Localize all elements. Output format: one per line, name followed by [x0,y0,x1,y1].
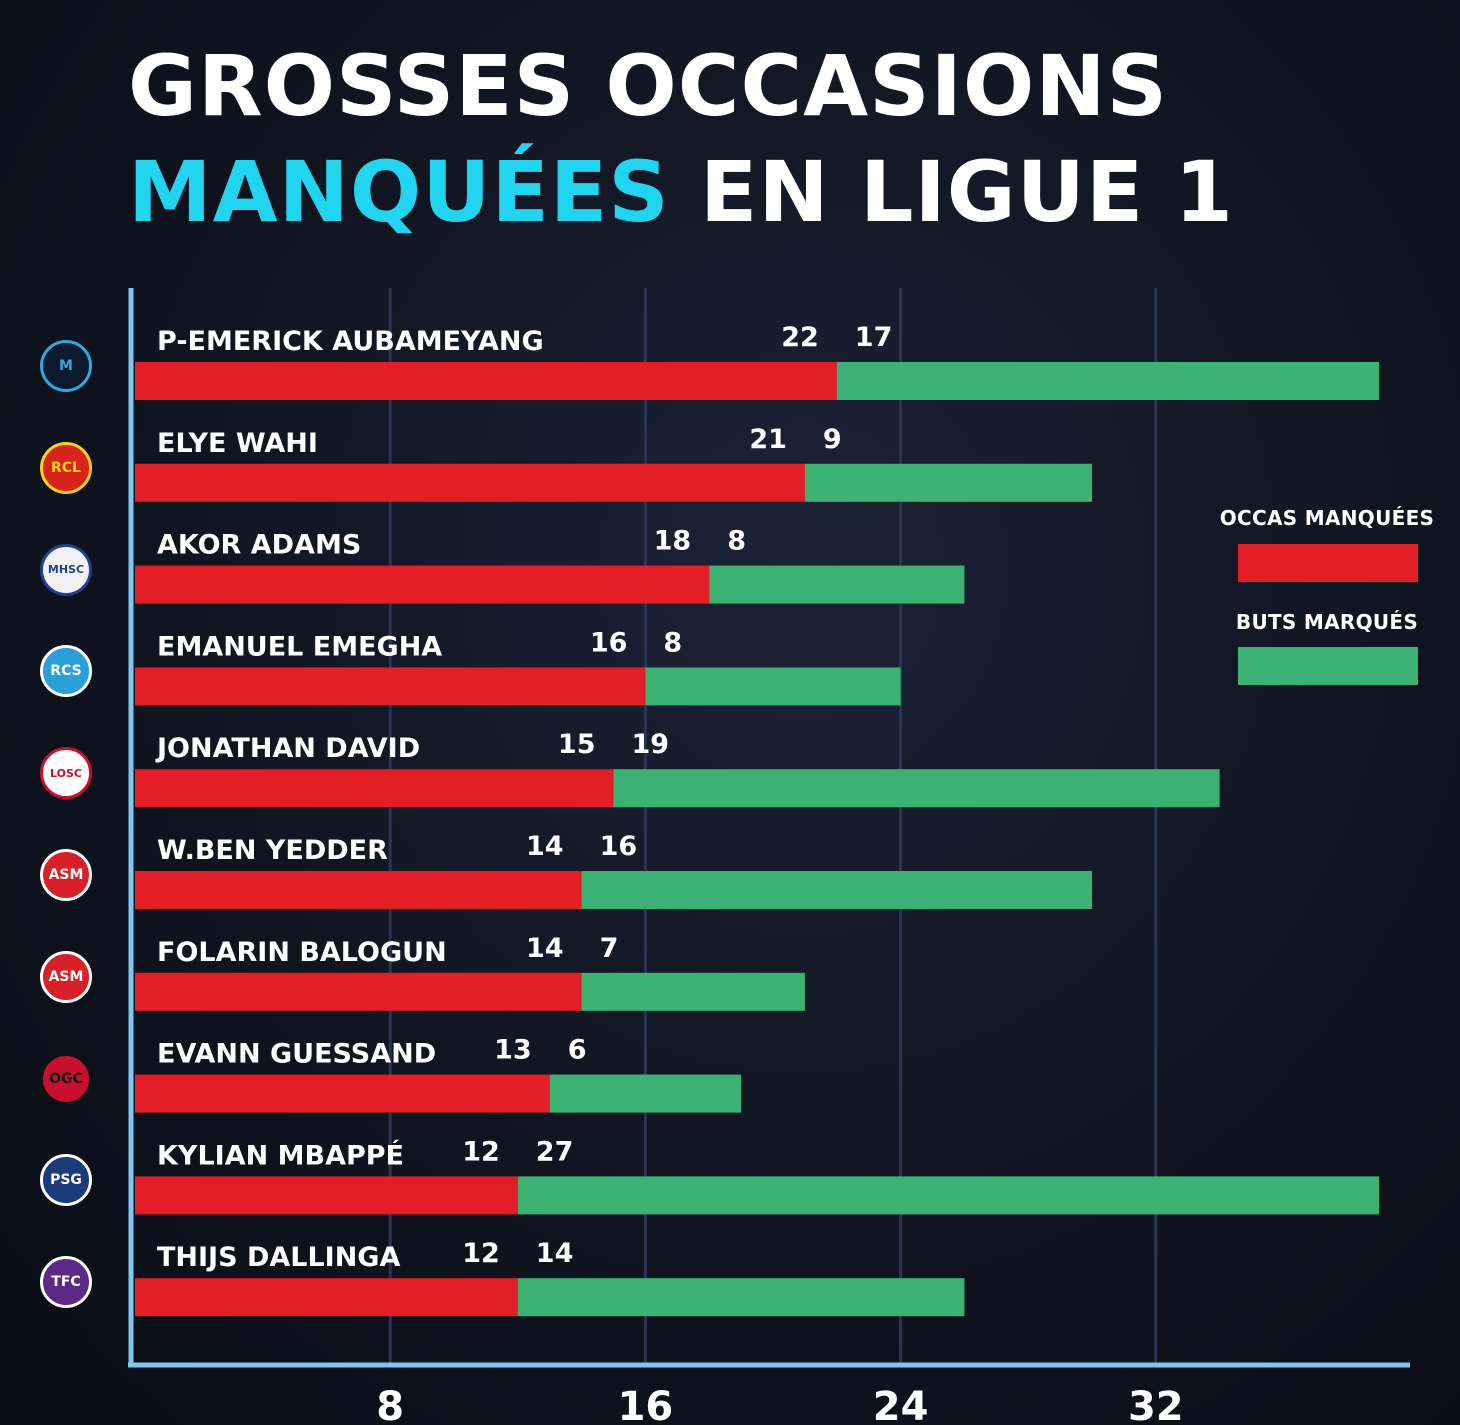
bar-goals [613,769,1220,808]
om-logo-icon: M [40,340,92,392]
player-name-label: EVANN GUESSAND [157,1039,436,1070]
goals-value-label: 14 [536,1238,574,1269]
bar-missed [135,463,805,502]
goals-value-label: 6 [568,1035,587,1066]
legend-missed-label: OCCAS MANQUÉES [1219,506,1435,530]
ogc-nice-logo-icon: OGC [40,1052,92,1105]
goals-value-label: 8 [663,627,682,658]
legend-goals-label: BUTS MARQUÉS [1235,610,1419,634]
player-name-label: KYLIAN MBAPPÉ [157,1139,404,1171]
title-rest: EN LIGUE 1 [700,143,1234,241]
bar-missed [135,1278,518,1317]
goals-value-label: 19 [632,729,670,760]
missed-value-label: 21 [749,424,787,455]
goals-value-label: 17 [855,322,893,353]
player-name-label: JONATHAN DAVID [155,733,420,764]
player-name-label: P-EMERICK AUBAMEYANG [157,326,544,357]
x-tick-label: 8 [376,1384,404,1425]
bar-missed [135,1074,550,1113]
player-name-label: ELYE WAHI [157,428,318,459]
goals-value-label: 8 [727,526,746,557]
bar-missed [135,871,582,909]
missed-value-label: 22 [781,322,819,353]
rc-lens-logo-icon: RCL [40,441,92,494]
goals-value-label: 27 [536,1136,574,1167]
bar-goals [645,667,901,706]
player-name-label: EMANUEL EMEGHA [157,631,442,662]
bar-missed [135,769,614,808]
bar-missed [135,667,646,706]
missed-value-label: 12 [462,1136,500,1167]
x-tick-label: 16 [618,1384,674,1425]
goals-value-label: 16 [600,831,638,862]
title-accent: MANQUÉES [128,143,670,241]
player-name-label: W.BEN YEDDER [157,835,388,866]
goals-value-label: 7 [600,933,619,964]
monaco-logo-icon-2: ASM [40,950,92,1003]
bar-goals [517,1176,1380,1215]
psg-logo-icon: PSG [40,1154,92,1207]
missed-value-label: 14 [526,933,564,964]
toulouse-logo-icon: TFC [40,1256,92,1309]
bar-missed [135,362,837,400]
bar-missed [135,972,582,1011]
bar-goals [836,362,1380,400]
title-line-1: GROSSES OCCASIONS [128,37,1169,135]
bar-goals [549,1074,742,1113]
bar-missed [135,1176,518,1215]
bar-goals [581,972,805,1011]
legend-goals-swatch [1238,647,1418,685]
goals-value-label: 9 [823,424,842,455]
x-tick-label: 32 [1128,1384,1184,1425]
missed-value-label: 18 [654,526,692,557]
missed-value-label: 14 [526,831,564,862]
player-name-label: FOLARIN BALOGUN [157,937,447,968]
missed-value-label: 15 [558,729,596,760]
bar-missed [135,565,710,604]
missed-value-label: 12 [462,1238,500,1269]
title-line-2: MANQUÉES EN LIGUE 1 [128,150,1234,234]
montpellier-logo-icon: MHSC [40,543,92,596]
losc-logo-icon: LOSC [40,747,92,800]
player-name-label: THIJS DALLINGA [157,1242,400,1273]
missed-value-label: 13 [494,1035,532,1066]
x-tick-label: 24 [873,1384,929,1425]
bar-goals [517,1278,965,1317]
bar-goals [804,463,1092,502]
monaco-logo-icon: ASM [40,849,92,901]
legend-missed-swatch [1238,544,1418,582]
missed-value-label: 16 [590,627,628,658]
bar-goals [581,871,1092,909]
strasbourg-logo-icon: RCS [40,645,92,698]
player-name-label: AKOR ADAMS [157,530,361,561]
bar-goals [709,565,965,604]
